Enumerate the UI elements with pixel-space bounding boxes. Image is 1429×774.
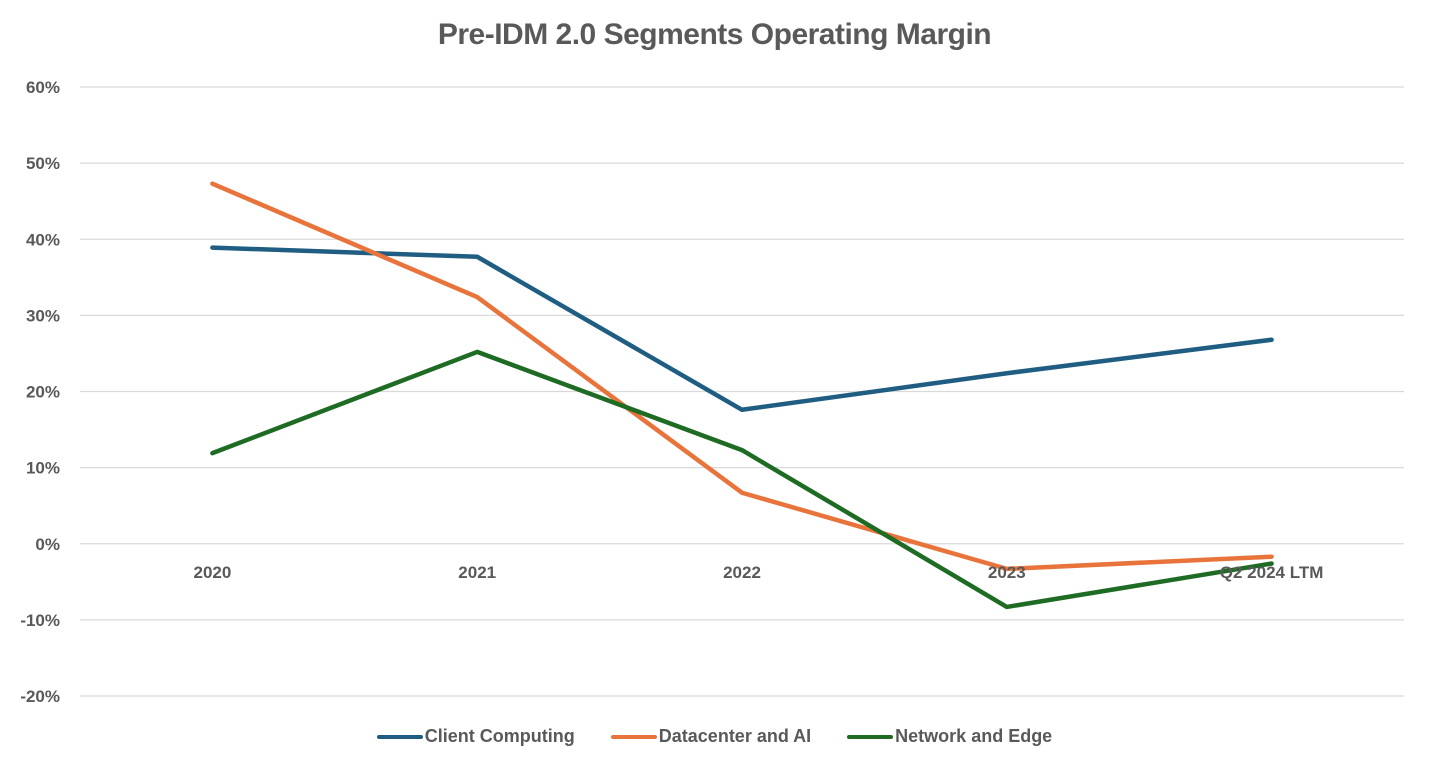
- y-tick-label: 20%: [26, 383, 60, 402]
- series-line-datacenter-and-ai: [210, 181, 1274, 572]
- y-tick-label: 50%: [26, 154, 60, 173]
- legend: Client Computing Datacenter and AI Network…: [0, 726, 1429, 747]
- legend-item: Datacenter and AI: [610, 726, 812, 747]
- legend-swatch: [610, 734, 657, 739]
- legend-item: Network and Edge: [847, 726, 1052, 747]
- series-line-network-and-edge: [210, 349, 1274, 610]
- legend-swatch: [847, 734, 894, 739]
- y-axis-ticks: 60% 50% 40% 30% 20% 10% 0% -10% -20%: [20, 78, 60, 706]
- y-tick-label: 30%: [26, 306, 60, 325]
- x-tick-label: 2020: [193, 563, 231, 582]
- y-tick-label: -10%: [20, 611, 60, 630]
- x-axis-ticks: 2020 2021 2022 2023 Q2 2024 LTM: [193, 563, 1323, 582]
- series-lines: [210, 181, 1274, 610]
- y-tick-label: 60%: [26, 78, 60, 97]
- x-tick-label: 2023: [988, 563, 1026, 582]
- x-tick-label: 2022: [723, 563, 761, 582]
- legend-swatch: [376, 734, 423, 739]
- legend-label: Client Computing: [424, 726, 575, 746]
- y-tick-label: 0%: [35, 535, 60, 554]
- legend-item: Client Computing: [376, 726, 575, 747]
- y-tick-label: 40%: [26, 230, 60, 249]
- y-tick-label: 10%: [26, 459, 60, 478]
- gridlines: [80, 86, 1404, 697]
- legend-label: Datacenter and AI: [658, 726, 812, 746]
- series-line-client-computing: [210, 245, 1274, 413]
- x-tick-label: Q2 2024 LTM: [1220, 563, 1324, 582]
- chart-title: Pre-IDM 2.0 Segments Operating Margin: [437, 18, 992, 51]
- legend-label: Network and Edge: [895, 726, 1053, 746]
- x-tick-label: 2021: [458, 563, 496, 582]
- y-tick-label: -20%: [20, 687, 60, 706]
